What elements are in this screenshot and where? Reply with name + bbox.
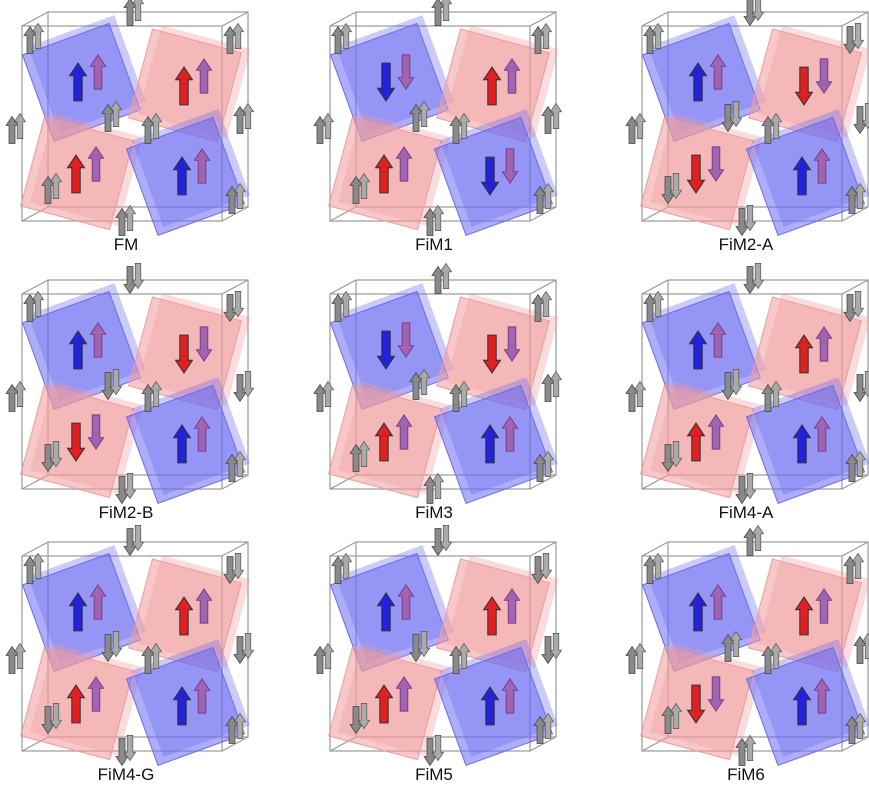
panel-label: FiM2-B <box>99 503 154 522</box>
cell-edge <box>330 542 356 556</box>
cell-edge <box>330 12 356 26</box>
spin-arrow <box>634 113 645 138</box>
structure-panel: FiM4-A <box>626 263 869 522</box>
cell-edge <box>642 542 668 556</box>
panel-label: FiM6 <box>727 765 765 784</box>
cell-edge <box>842 542 868 556</box>
cell-edge <box>22 280 48 294</box>
spin-arrow <box>752 525 763 550</box>
spin-arrow <box>322 381 333 406</box>
panel-label: FiM2-A <box>719 235 774 254</box>
cell-edge <box>22 542 48 556</box>
structure-panel: FiM2-A <box>626 0 869 254</box>
spin-arrow <box>322 643 333 668</box>
structure-panel: FiM3 <box>314 263 562 522</box>
spin-arrow <box>132 0 143 21</box>
spin-arrow <box>634 381 645 406</box>
panel-label: FiM4-A <box>719 503 774 522</box>
structure-panel: FiM6 <box>626 525 869 784</box>
panel-label: FiM3 <box>415 503 453 522</box>
structure-panel: FiM5 <box>314 525 562 784</box>
spin-arrow <box>440 263 451 288</box>
spin-arrow <box>14 381 25 406</box>
spin-arrow <box>744 735 755 760</box>
cell-edge <box>642 12 668 26</box>
cell-edge <box>330 280 356 294</box>
spin-arrow <box>440 0 451 21</box>
cell-edge <box>530 280 556 294</box>
spin-arrow <box>322 113 333 138</box>
spin-arrow <box>550 371 561 396</box>
panel-label: FiM4-G <box>98 765 155 784</box>
spin-arrow <box>634 643 645 668</box>
spin-arrow <box>14 643 25 668</box>
panel-label: FiM5 <box>415 765 453 784</box>
cell-edge <box>22 12 48 26</box>
spin-arrow <box>242 103 253 128</box>
spin-arrow <box>432 205 443 230</box>
panel-label: FiM1 <box>415 235 453 254</box>
cell-edge <box>642 280 668 294</box>
spin-arrow <box>124 205 135 230</box>
cell-edge <box>222 12 248 26</box>
figure: FM FiM1 FiM2-A FiM2-B FiM3 FiM4-A FiM4-G FiM5 Fi… <box>0 0 869 796</box>
structure-panel: FiM4-G <box>6 525 254 784</box>
panel-label: FM <box>114 235 139 254</box>
cell-edge <box>530 12 556 26</box>
spin-arrow <box>550 103 561 128</box>
structure-panel: FiM2-B <box>6 263 254 522</box>
structure-panel: FiM1 <box>314 0 562 254</box>
structure-panel: FM <box>6 0 254 254</box>
spin-arrow <box>862 633 869 658</box>
spin-arrow <box>432 473 443 498</box>
spin-arrow <box>14 113 25 138</box>
